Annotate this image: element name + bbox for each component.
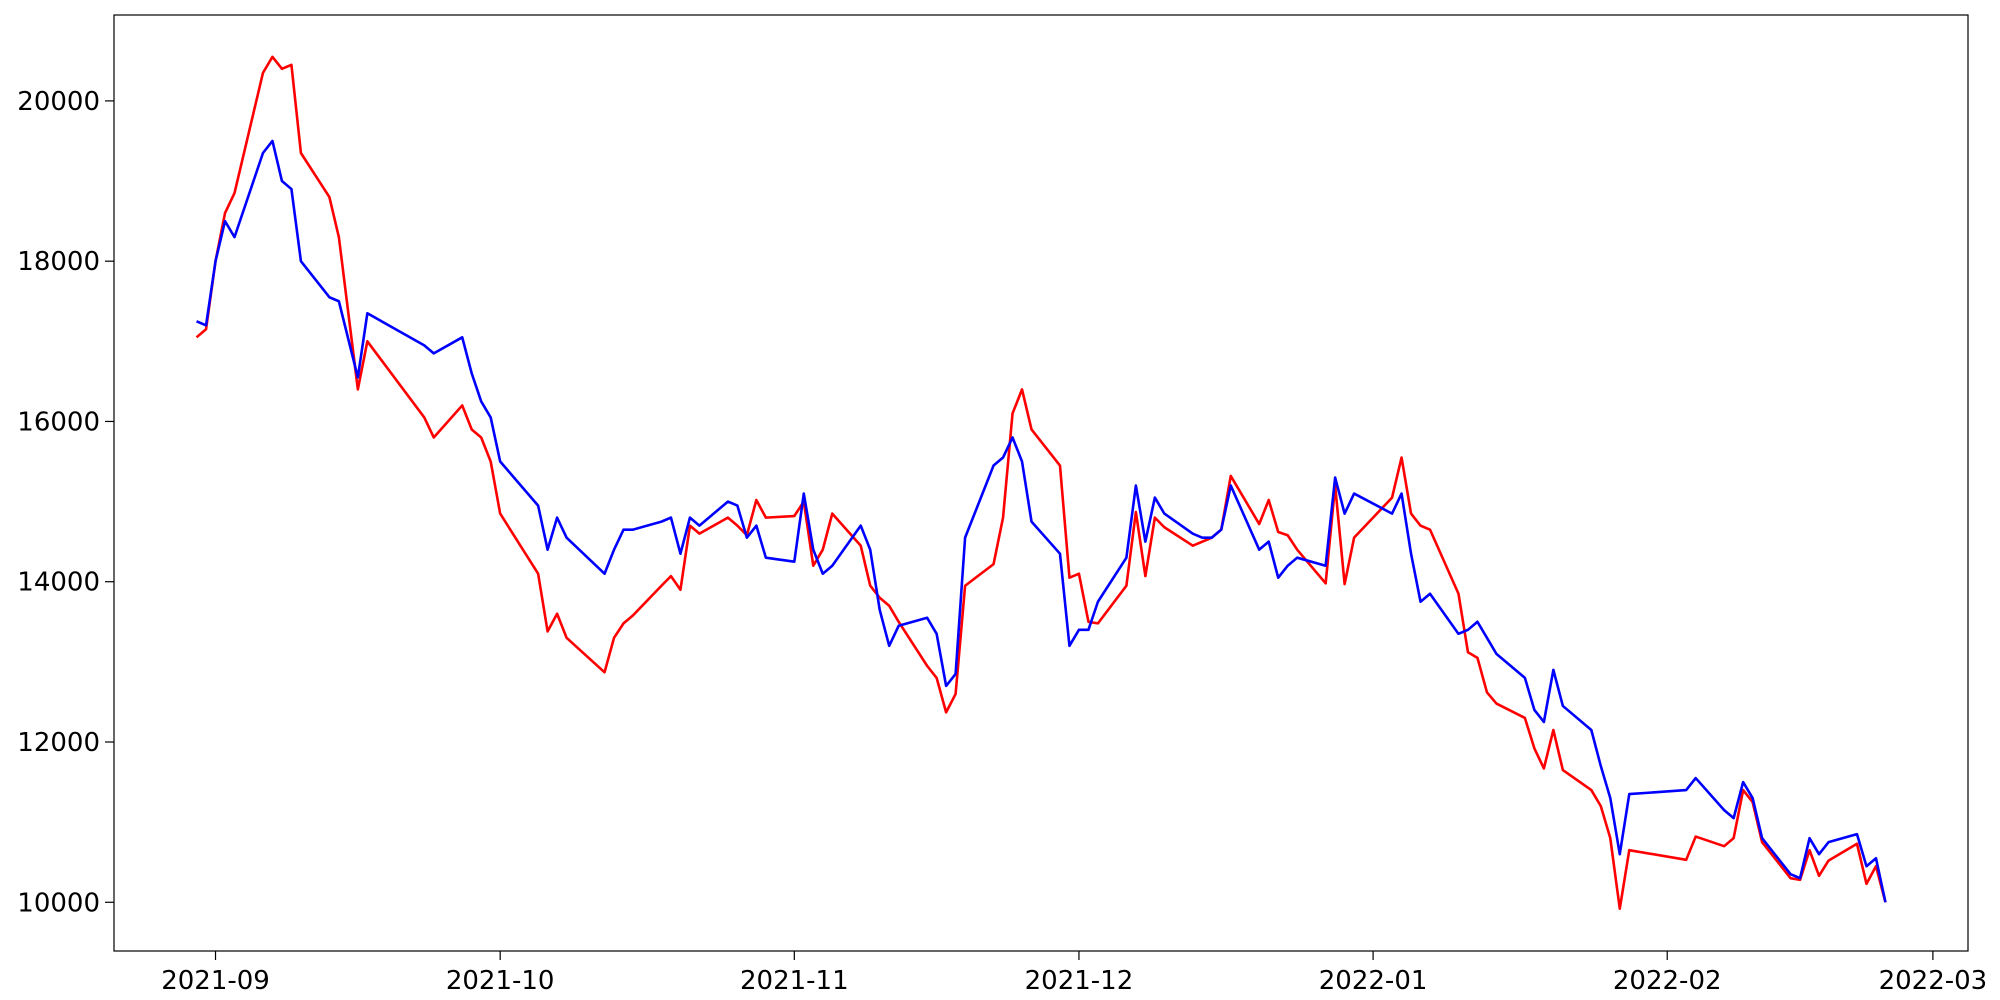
y-tick-label: 14000 — [17, 568, 100, 598]
y-tick-label: 20000 — [17, 87, 100, 117]
y-tick-label: 10000 — [17, 888, 100, 918]
y-tick-label: 16000 — [17, 407, 100, 437]
x-tick-label: 2021-11 — [740, 966, 849, 996]
line — [195, 55, 1887, 910]
x-tick-label: 2022-02 — [1613, 966, 1722, 996]
x-tick-label: 2022-01 — [1319, 966, 1428, 996]
x-tick-label: 2022-03 — [1879, 966, 1988, 996]
line — [196, 139, 1887, 903]
plot-frame — [113, 14, 1969, 952]
y-tick-label: 12000 — [17, 728, 100, 758]
y-tick-label: 18000 — [17, 247, 100, 277]
x-tick-label: 2021-09 — [161, 966, 270, 996]
x-tick-label: 2021-10 — [446, 966, 555, 996]
x-tick-label: 2021-12 — [1025, 966, 1134, 996]
